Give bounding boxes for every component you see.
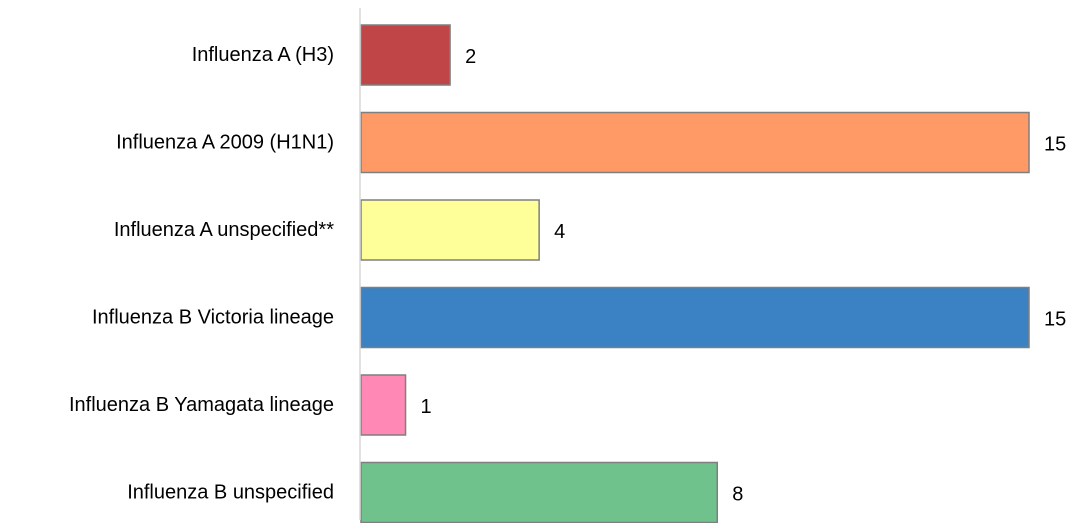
bars-layer: Influenza A (H3) 2 Influenza A 2009 (H1N1)…: [69, 24, 1066, 523]
data-label: 15: [1044, 134, 1066, 156]
category-label: Influenza A unspecified**: [114, 219, 334, 241]
bar: [360, 286, 1030, 349]
bar: [360, 111, 1030, 174]
bar: [360, 461, 719, 523]
bar: [360, 24, 451, 86]
category-label: Influenza B Yamagata lineage: [69, 394, 334, 416]
bar: [360, 374, 407, 436]
data-label: 8: [732, 484, 743, 506]
data-label: 2: [465, 46, 476, 68]
bar: [360, 199, 540, 261]
category-label: Influenza B Victoria lineage: [92, 307, 334, 329]
category-label: Influenza B unspecified: [127, 482, 334, 504]
data-label: 1: [421, 396, 432, 418]
category-label: Influenza A 2009 (H1N1): [116, 132, 334, 154]
category-label: Influenza A (H3): [192, 44, 334, 66]
data-label: 15: [1044, 309, 1066, 331]
data-label: 4: [554, 221, 565, 243]
